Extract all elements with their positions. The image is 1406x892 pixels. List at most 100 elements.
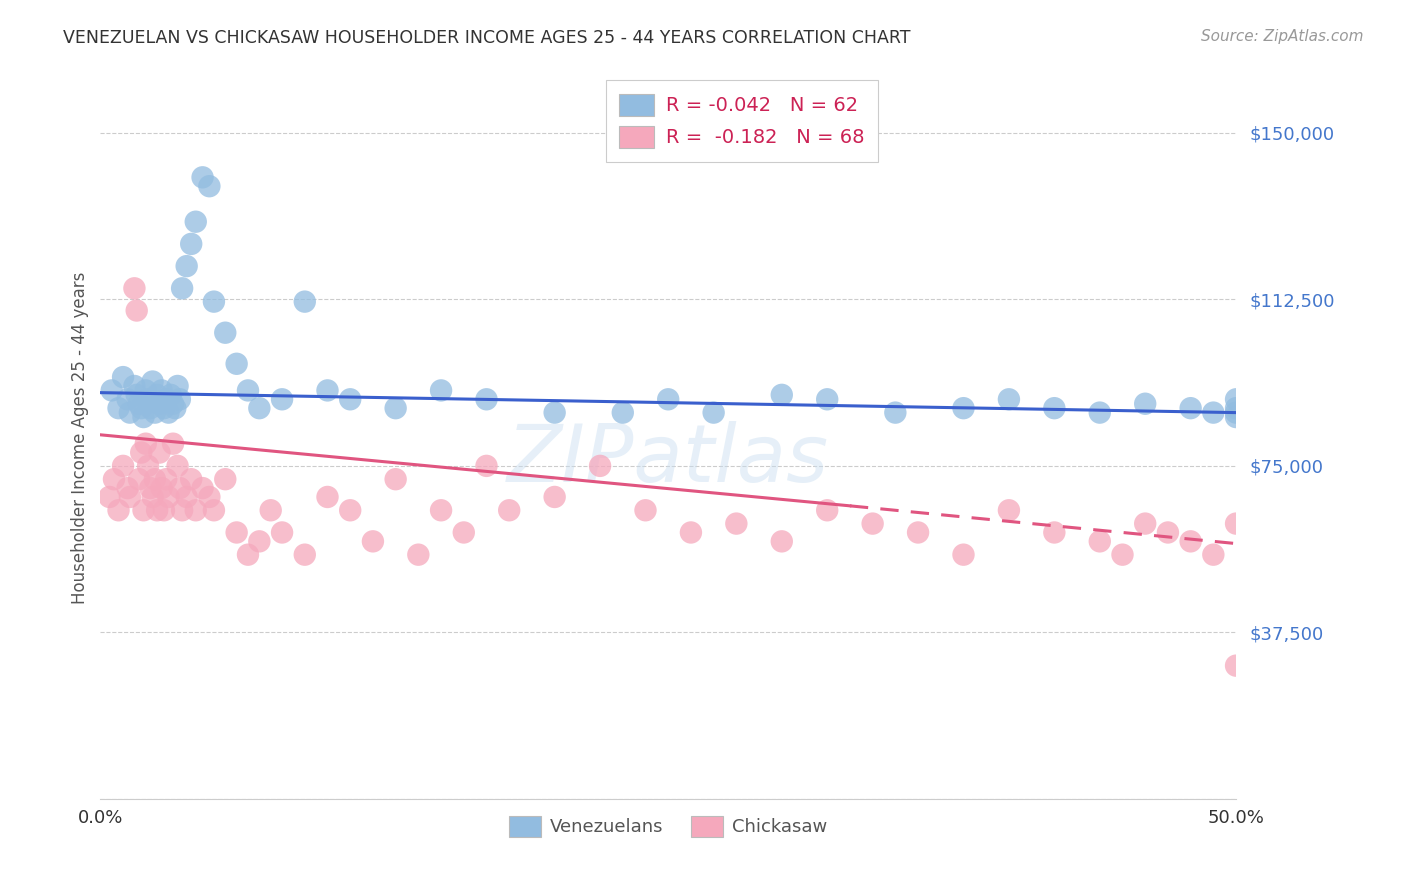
Point [1225,392,1247,407]
Point [1088,534,1111,549]
Point [184,215,207,229]
Point [543,406,565,420]
Point [316,490,339,504]
Point [98,490,121,504]
Point [703,406,725,420]
Point [475,392,498,407]
Point [1043,525,1066,540]
Point [157,406,180,420]
Point [998,392,1021,407]
Point [155,392,177,407]
Point [815,503,838,517]
Point [271,392,294,407]
Point [143,406,166,420]
Point [166,458,188,473]
Point [180,472,202,486]
Legend: Venezuelans, Chickasaw: Venezuelans, Chickasaw [502,809,835,844]
Point [225,357,247,371]
Point [770,534,793,549]
Point [998,503,1021,517]
Point [339,392,361,407]
Point [1225,658,1247,673]
Point [139,401,162,416]
Point [135,384,157,398]
Point [862,516,884,531]
Point [952,548,974,562]
Point [430,384,453,398]
Point [1043,401,1066,416]
Point [271,525,294,540]
Point [146,503,169,517]
Point [361,534,384,549]
Point [725,516,748,531]
Point [118,490,141,504]
Point [142,490,165,504]
Point [1202,548,1225,562]
Point [612,406,634,420]
Point [103,472,125,486]
Point [128,472,150,486]
Point [139,481,162,495]
Point [132,503,155,517]
Point [112,458,135,473]
Point [214,472,236,486]
Point [166,379,188,393]
Point [498,503,520,517]
Point [159,388,181,402]
Point [135,436,157,450]
Point [117,481,139,495]
Point [339,503,361,517]
Point [225,525,247,540]
Point [107,401,129,416]
Point [679,525,702,540]
Point [247,534,270,549]
Point [125,303,148,318]
Point [408,548,430,562]
Point [1225,406,1247,420]
Point [214,326,236,340]
Point [176,259,198,273]
Text: Source: ZipAtlas.com: Source: ZipAtlas.com [1201,29,1364,44]
Point [176,490,198,504]
Point [1088,406,1111,420]
Point [198,490,221,504]
Point [128,397,150,411]
Point [1135,516,1157,531]
Point [124,379,146,393]
Point [634,503,657,517]
Point [172,503,194,517]
Point [118,406,141,420]
Point [294,548,316,562]
Point [294,294,316,309]
Point [124,281,146,295]
Point [1135,397,1157,411]
Point [180,236,202,251]
Y-axis label: Householder Income Ages 25 - 44 years: Householder Income Ages 25 - 44 years [72,272,89,604]
Point [129,401,152,416]
Point [129,445,152,459]
Point [1157,525,1180,540]
Point [236,384,259,398]
Point [136,458,159,473]
Point [1111,548,1133,562]
Point [1202,406,1225,420]
Point [169,481,191,495]
Point [148,445,170,459]
Point [150,384,173,398]
Point [260,503,283,517]
Text: VENEZUELAN VS CHICKASAW HOUSEHOLDER INCOME AGES 25 - 44 YEARS CORRELATION CHART: VENEZUELAN VS CHICKASAW HOUSEHOLDER INCO… [63,29,911,46]
Point [907,525,929,540]
Point [107,503,129,517]
Point [157,490,180,504]
Point [247,401,270,416]
Point [1225,516,1247,531]
Point [430,503,453,517]
Point [202,503,225,517]
Text: ZIPatlas: ZIPatlas [508,421,830,499]
Point [202,294,225,309]
Point [384,401,406,416]
Point [142,375,165,389]
Point [162,397,184,411]
Point [125,388,148,402]
Point [169,392,191,407]
